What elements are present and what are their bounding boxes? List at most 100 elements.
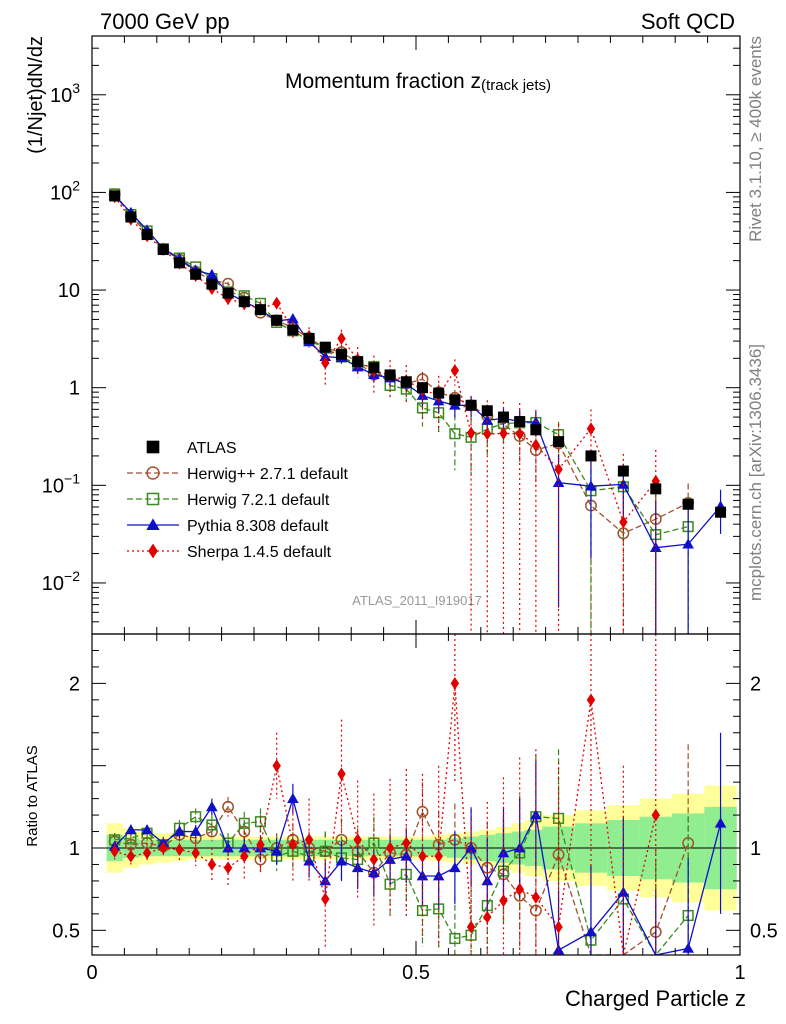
legend-label-pythia: Pythia 8.308 default: [187, 518, 329, 535]
data-point: [141, 229, 153, 241]
ratio-point: [126, 849, 136, 863]
data-point: [530, 424, 542, 436]
ratio-point: [384, 853, 396, 864]
y-tick-label: 1: [69, 378, 80, 400]
data-point: [125, 211, 137, 223]
ratio-point: [416, 805, 429, 818]
y-tick-exponent: −1: [64, 470, 80, 486]
x-tick-label: 1: [734, 962, 745, 984]
series-group-1: [109, 188, 694, 634]
ratio-series-line: [114, 815, 689, 957]
legend-label-herwigpp: Herwig++ 2.7.1 default: [187, 466, 349, 483]
series-point: [449, 428, 461, 440]
energy-label: 7000 GeV pp: [100, 9, 230, 34]
legend-marker-atlas: [146, 440, 160, 454]
data-point: [352, 356, 364, 368]
ratio-y-tick-label: 1: [69, 838, 80, 860]
data-point: [617, 465, 629, 477]
ratio-point: [499, 894, 508, 908]
data-point: [319, 341, 331, 353]
data-points-atlas: [109, 190, 727, 518]
data-point: [206, 278, 218, 290]
ratio-series-group-3: [110, 634, 660, 956]
plot-title: Momentum fraction z(track jets): [285, 70, 551, 94]
ratio-point: [714, 817, 727, 828]
ratio-point: [651, 808, 660, 822]
series-point: [481, 414, 494, 425]
data-point: [514, 416, 526, 428]
data-point: [173, 257, 185, 269]
data-point: [157, 244, 169, 256]
ratio-point: [321, 892, 330, 906]
legend-marker-1: [146, 492, 160, 506]
ratio-point: [207, 858, 217, 871]
ratio-point: [353, 833, 362, 847]
data-point: [384, 369, 396, 381]
ratio-point: [206, 801, 218, 812]
x-tick-label: 0.5: [402, 962, 430, 984]
legend-marker-2: [146, 518, 160, 531]
y-tick-base: 10: [42, 573, 64, 595]
ratio-point: [287, 792, 299, 803]
legend-markers: [127, 440, 179, 559]
series-point: [483, 427, 492, 441]
ratio-point: [270, 845, 283, 856]
analysis-id-label: ATLAS_2011_I919017: [352, 593, 482, 608]
ratio-point: [222, 800, 235, 813]
y-tick-exponent: 3: [72, 80, 80, 96]
ratio-y-axis-label: Ratio to ATLAS: [24, 745, 41, 846]
data-point: [303, 332, 315, 344]
y-tick-base: 1: [69, 378, 80, 400]
data-point: [715, 506, 727, 518]
plot-title-main: Momentum fraction: [285, 70, 471, 93]
ratio-point: [369, 853, 379, 866]
x-axis-label: Charged Particle z: [565, 986, 746, 1011]
ratio-point: [288, 838, 298, 852]
ratio-point: [173, 825, 186, 836]
ratio-point: [450, 676, 460, 690]
legend-marker-0: [146, 466, 160, 480]
data-point: [335, 348, 347, 360]
ratio-point: [142, 846, 152, 860]
ratio-point: [434, 849, 443, 863]
y-tick-base: 10: [50, 85, 72, 107]
data-point: [553, 436, 565, 448]
legend-label-sherpa: Sherpa 1.4.5 default: [187, 544, 332, 561]
y-tick-label: 103: [50, 80, 80, 107]
ratio-point: [110, 844, 119, 858]
series-point: [450, 364, 460, 377]
y-tick-exponent: 2: [72, 177, 80, 193]
legend-label-herwig7: Herwig 7.2.1 default: [187, 492, 330, 509]
ratio-point: [554, 920, 563, 934]
ratio-y-tick-label: 2: [69, 673, 80, 695]
ratio-point: [449, 932, 461, 945]
data-point: [109, 190, 121, 202]
series-point: [206, 268, 218, 280]
y-tick-label: 10−2: [42, 568, 80, 595]
data-point: [400, 376, 412, 388]
ratio-point: [222, 842, 234, 853]
series-point: [619, 515, 628, 529]
data-point: [416, 382, 428, 394]
ratio-y-tick-label-right: 0.5: [750, 920, 778, 942]
data-point: [481, 405, 493, 417]
main-y-axis-label: (1/Njet)dN/dz: [25, 36, 47, 154]
series-group-3: [110, 190, 660, 634]
data-point: [433, 387, 445, 399]
data-point: [682, 498, 694, 510]
legend-label-atlas: ATLAS: [187, 440, 237, 457]
process-label: Soft QCD: [641, 9, 735, 34]
ratio-point: [335, 855, 348, 866]
ratio-point: [513, 842, 526, 853]
rivet-version-label: Rivet 3.1.10, ≥ 400k events: [746, 36, 765, 242]
y-tick-base: 10: [42, 475, 64, 497]
ratio-point: [191, 846, 200, 860]
ratio-point: [483, 910, 492, 924]
ratio-point: [385, 841, 395, 855]
series-line: [114, 193, 689, 536]
ratio-point: [223, 861, 233, 875]
ratio-point: [189, 825, 202, 836]
data-point: [585, 450, 597, 462]
ratio-point: [304, 833, 314, 847]
series-point: [272, 296, 281, 310]
